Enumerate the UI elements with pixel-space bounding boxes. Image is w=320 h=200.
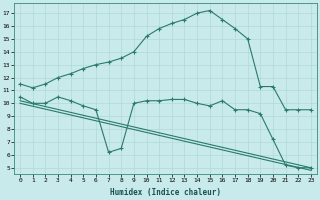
X-axis label: Humidex (Indice chaleur): Humidex (Indice chaleur) xyxy=(110,188,221,197)
